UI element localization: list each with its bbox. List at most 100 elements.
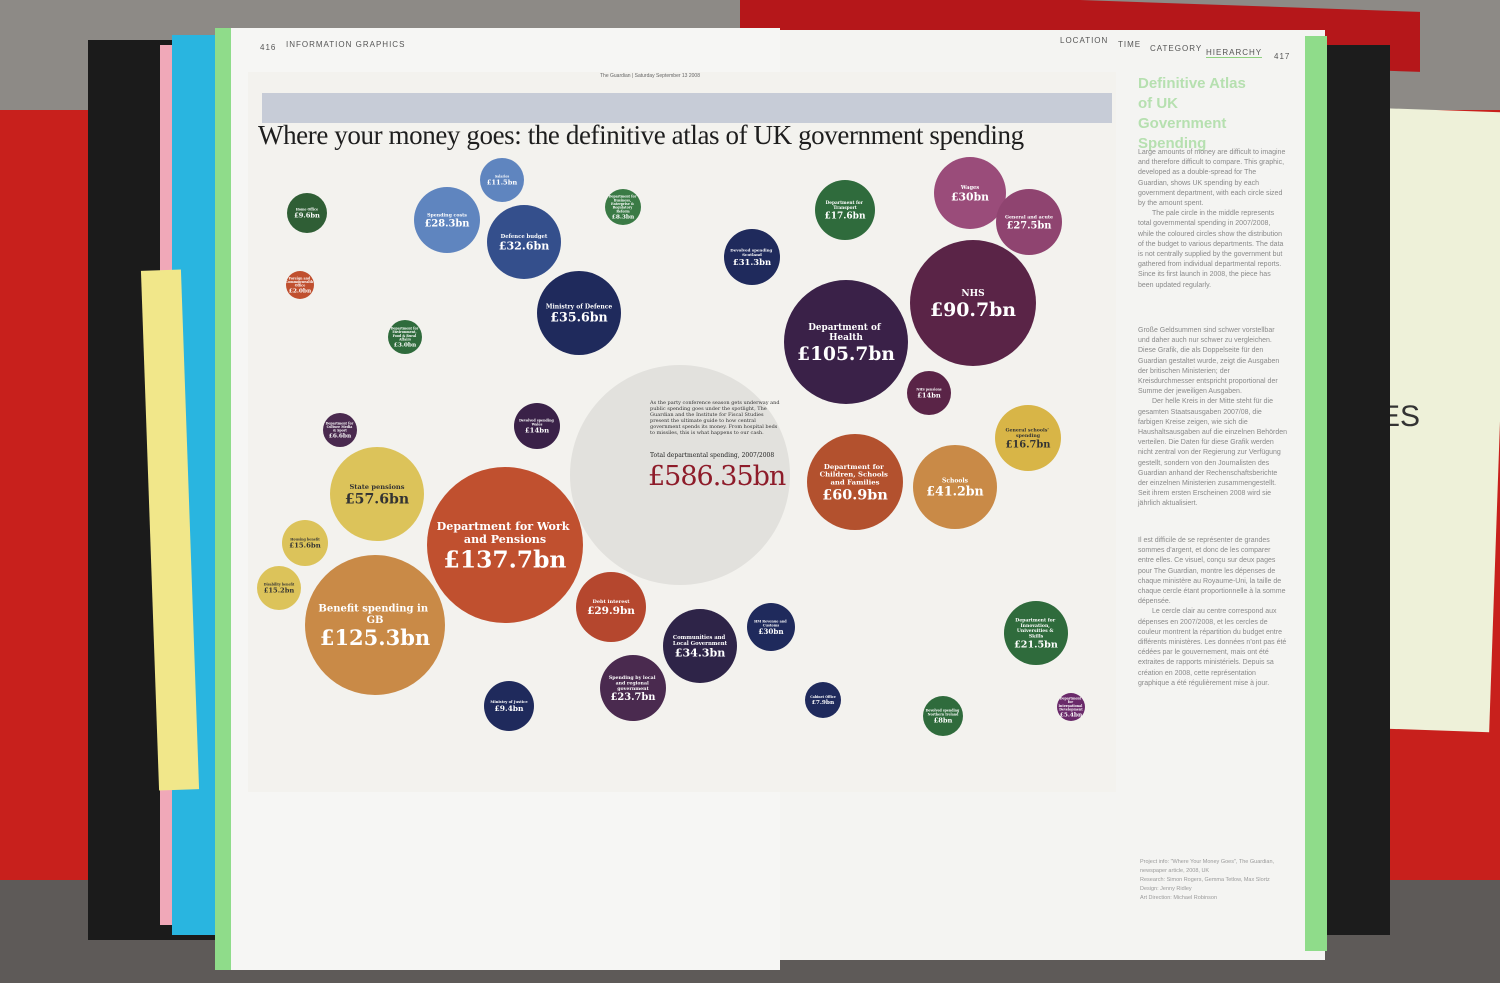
bubble-circle	[286, 271, 314, 299]
bubble-value: £14bn	[917, 392, 941, 400]
bubble-value: £31.3bn	[733, 257, 771, 267]
bubble-value: £30bn	[758, 627, 784, 636]
bubble-circle	[805, 682, 841, 718]
department-bubble: Department of Health£105.7bn	[784, 280, 908, 404]
bubble-label: NHS	[961, 289, 984, 299]
bubble-circle	[480, 158, 524, 202]
bubble-label: Communities and Local Government	[673, 635, 728, 647]
department-bubble: State pensions£57.6bn	[330, 447, 424, 541]
department-bubble: Department for International Development…	[1057, 693, 1085, 721]
bubble-label: Devolved spending Wales	[519, 419, 555, 427]
bubble-circle	[427, 467, 583, 623]
bubble-circle	[487, 205, 561, 279]
total-spending-circle	[570, 365, 790, 585]
bubble-label: Spending by local and regional governmen…	[609, 675, 657, 692]
paragraph: Der helle Kreis in der Mitte steht für d…	[1138, 398, 1288, 508]
department-bubble: Devolved spending Scotland£31.3bn	[724, 229, 780, 285]
bubble-circle	[257, 566, 301, 610]
bubble-label: Salaries	[495, 175, 510, 179]
credit-line: Research: Simon Rogers, Gemma Tetlow, Ma…	[1140, 877, 1270, 883]
bubble-label: Devolved spending Northern Ireland	[926, 709, 961, 717]
paragraph: Große Geldsummen sind schwer vorstellbar…	[1138, 327, 1280, 396]
infographic-title: Where your money goes: the definitive at…	[258, 120, 1024, 150]
bubble-label: Wages	[960, 185, 979, 191]
bubble-circle	[388, 320, 422, 354]
paragraph: Le cercle clair au centre correspond aux…	[1138, 608, 1287, 687]
infographic-header-bar	[262, 93, 1112, 123]
bubble-value: £9.6bn	[294, 212, 320, 220]
bubble-value: £8.3bn	[612, 214, 635, 220]
bubble-circle	[923, 696, 963, 736]
newspaper-line: The Guardian | Saturday September 13 200…	[600, 73, 700, 79]
bubble-value: £23.7bn	[610, 692, 655, 703]
bubble-label: Spending costs	[427, 212, 467, 218]
bubble-circle	[287, 193, 327, 233]
total-value: £586.35bn	[648, 461, 786, 492]
bubble-value: £3.0bn	[394, 343, 417, 349]
bubble-circle	[663, 609, 737, 683]
bubble-circle	[537, 271, 621, 355]
bubble-label: General and acute	[1005, 214, 1053, 220]
department-bubble: General schools' spending£16.7bn	[995, 405, 1061, 471]
bubble-label: Debt interest	[592, 599, 630, 605]
bubble-circle	[605, 189, 641, 225]
bubble-label: Cabinet Office	[810, 695, 836, 699]
department-bubble: Foreign and Commonwealth Office £2.0bn	[286, 271, 314, 299]
department-bubble: Housing benefit£15.6bn	[282, 520, 328, 566]
bubble-label: Ministry of Defence	[546, 303, 613, 310]
bubble-value: £8bn	[934, 716, 953, 724]
department-bubble: Devolved spending Northern Ireland£8bn	[923, 696, 963, 736]
bubble-value: £35.6bn	[550, 310, 607, 325]
bubble-circle	[934, 157, 1006, 229]
bubble-circle	[414, 187, 480, 253]
book-cover-right	[1320, 45, 1390, 935]
infographic-intro: As the party conference season gets unde…	[650, 400, 780, 436]
bubble-label: HM Revenue and Customs	[754, 619, 788, 627]
department-bubble: Spending costs£28.3bn	[414, 187, 480, 253]
department-bubble: Department for Innovation, Universities …	[1004, 601, 1068, 665]
bubble-circle	[323, 413, 357, 447]
bubble-label: Department for Business, Enterprise & Re…	[609, 195, 638, 214]
bubble-value: £15.6bn	[289, 542, 320, 550]
bubble-circle	[305, 555, 445, 695]
left-page-number: 416	[260, 43, 277, 52]
bubble-circle	[724, 229, 780, 285]
bubble-circle	[807, 434, 903, 530]
right-page-number: 417	[1274, 52, 1291, 61]
paragraph: Il est difficile de se représenter de gr…	[1138, 537, 1286, 606]
bubble-circle	[784, 280, 908, 404]
bubble-label: Department for Children, Schools and Fam…	[820, 463, 891, 487]
department-bubble: Salaries£11.5bn	[480, 158, 524, 202]
department-bubble: Ministry of Defence£35.6bn	[537, 271, 621, 355]
department-bubble: Department for Business, Enterprise & Re…	[605, 189, 641, 225]
bubble-label: Department for Innovation, Universities …	[1015, 618, 1057, 640]
nav-category: CATEGORY	[1150, 44, 1203, 53]
bubble-label: Department for International Development	[1059, 697, 1084, 712]
department-bubble: Schools£41.2bn	[913, 445, 997, 529]
bubble-value: £5.4bn	[1060, 713, 1083, 719]
bubble-circle	[995, 405, 1061, 471]
right-page-green-edge	[1305, 36, 1327, 951]
department-bubble: NHS pensions£14bn	[907, 371, 951, 415]
department-bubble: Devolved spending Wales£14bn	[514, 403, 560, 449]
department-bubble: General and acute£27.5bn	[996, 189, 1062, 255]
credit-line: Project info: "Where Your Money Goes", T…	[1140, 859, 1275, 874]
bubble-value: £15.2bn	[264, 587, 295, 595]
department-bubble: Benefit spending in GB£125.3bn	[305, 555, 445, 695]
project-credits: Project info: "Where Your Money Goes", T…	[1140, 858, 1290, 903]
bubble-label: Department for Work and Pensions	[437, 520, 574, 546]
bubble-value: £16.7bn	[1005, 440, 1050, 451]
bubble-circle	[600, 655, 666, 721]
bubble-circle	[996, 189, 1062, 255]
bubble-circle	[282, 520, 328, 566]
bubble-value: £11.5bn	[487, 179, 518, 187]
department-bubble: Department for Culture Media & Sport £6.6…	[323, 413, 357, 447]
department-bubble: Home Office£9.6bn	[287, 193, 327, 233]
paragraph: The pale circle in the middle represents…	[1138, 210, 1284, 289]
bubble-value: £60.9bn	[822, 487, 888, 504]
bubble-value: £2.0bn	[289, 289, 312, 295]
bubble-value: £125.3bn	[320, 625, 430, 650]
department-bubble: Communities and Local Government£34.3bn	[663, 609, 737, 683]
department-bubble: Disability benefit£15.2bn	[257, 566, 301, 610]
bubble-value: £7.9bn	[812, 700, 835, 706]
